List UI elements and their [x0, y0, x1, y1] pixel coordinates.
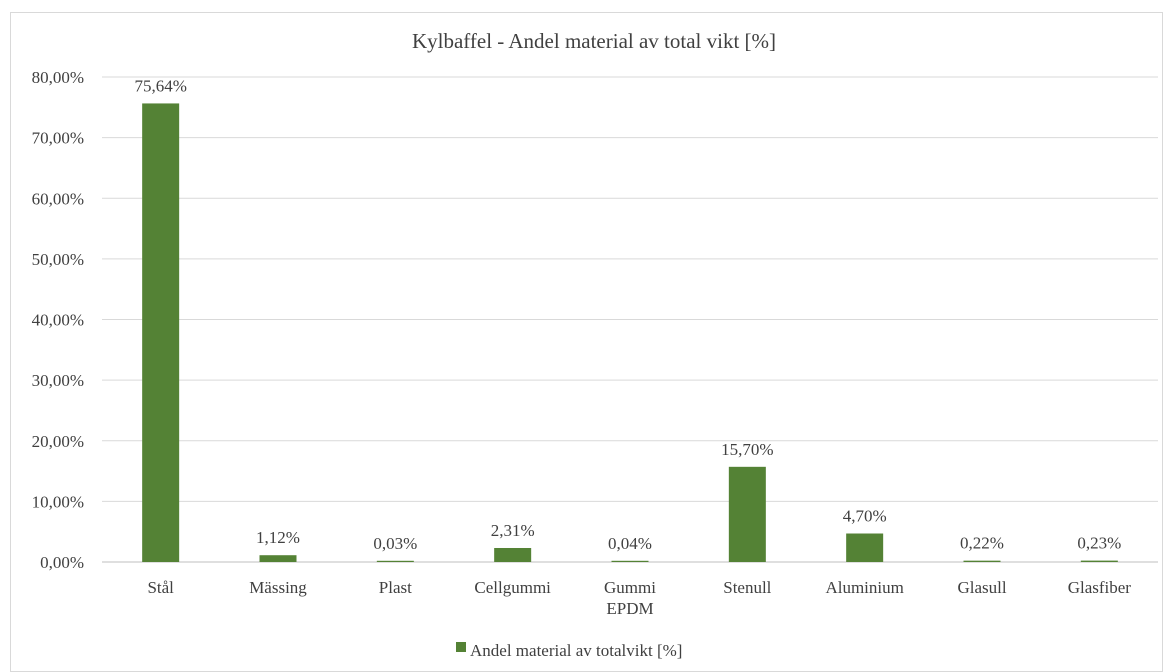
- data-labels: 75,64% 1,12% 0,03% 2,31% 0,04% 15,70% 4,70% 0,2…: [134, 76, 1121, 552]
- y-tick-label: 30,00%: [32, 371, 84, 390]
- x-tick-label: EPDM: [606, 599, 653, 618]
- bar: [846, 533, 884, 562]
- bars: [142, 103, 1118, 563]
- data-label: 0,04%: [608, 534, 652, 553]
- x-tick-label: Mässing: [249, 578, 307, 597]
- x-tick-label: Stål: [147, 578, 174, 597]
- legend: Andel material av totalvikt [%]: [456, 641, 682, 660]
- y-tick-label: 80,00%: [32, 68, 84, 87]
- bar: [142, 103, 180, 563]
- data-label: 4,70%: [843, 507, 887, 526]
- legend-swatch: [456, 642, 466, 652]
- y-axis-ticks: 0,00% 10,00% 20,00% 30,00% 40,00% 50,00% 60,00…: [32, 68, 84, 572]
- bar: [611, 560, 649, 562]
- x-axis-categories: Stål Mässing Plast Cellgummi Gummi EPDM Stenul…: [147, 578, 1131, 618]
- data-label: 0,23%: [1077, 534, 1121, 553]
- y-tick-label: 60,00%: [32, 189, 84, 208]
- bar: [494, 547, 532, 562]
- bar: [963, 560, 1001, 562]
- x-tick-label: Aluminium: [825, 578, 903, 597]
- bar: [376, 560, 414, 562]
- y-tick-label: 10,00%: [32, 492, 84, 511]
- x-tick-label: Cellgummi: [474, 578, 551, 597]
- data-label: 75,64%: [134, 76, 186, 95]
- bar: [259, 555, 297, 562]
- data-label: 0,22%: [960, 534, 1004, 553]
- y-tick-label: 40,00%: [32, 311, 84, 330]
- bar: [728, 466, 766, 562]
- legend-label: Andel material av totalvikt [%]: [470, 641, 682, 660]
- y-tick-label: 70,00%: [32, 129, 84, 148]
- y-tick-label: 0,00%: [40, 553, 84, 572]
- data-label: 2,31%: [491, 521, 535, 540]
- gridlines: [102, 76, 1158, 563]
- y-tick-label: 20,00%: [32, 432, 84, 451]
- bar: [1080, 560, 1118, 562]
- x-tick-label: Glasull: [957, 578, 1006, 597]
- x-tick-label: Gummi: [604, 578, 656, 597]
- data-label: 15,70%: [721, 440, 773, 459]
- data-label: 0,03%: [373, 534, 417, 553]
- y-tick-label: 50,00%: [32, 250, 84, 269]
- x-tick-label: Glasfiber: [1068, 578, 1132, 597]
- chart-title: Kylbaffel - Andel material av total vikt…: [412, 29, 776, 53]
- x-tick-label: Stenull: [723, 578, 771, 597]
- data-label: 1,12%: [256, 528, 300, 547]
- x-tick-label: Plast: [379, 578, 412, 597]
